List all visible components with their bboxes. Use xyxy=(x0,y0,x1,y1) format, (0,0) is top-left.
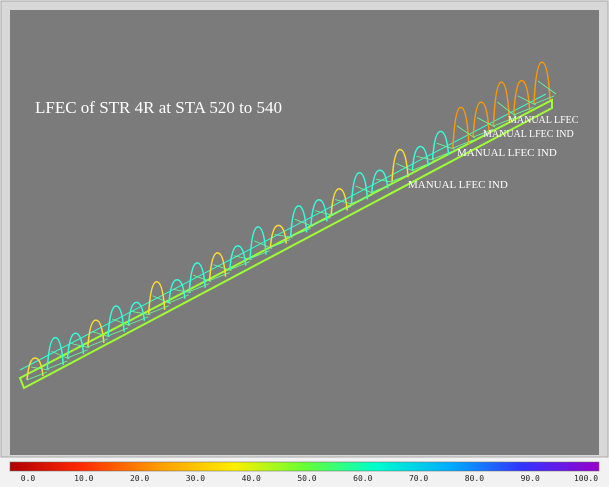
window: LFEC of STR 4R at STA 520 to 540 MANUAL … xyxy=(0,0,609,487)
colorbar-label: 70.0 xyxy=(409,474,428,483)
viewport xyxy=(10,10,599,455)
colorbar-label: 60.0 xyxy=(353,474,372,483)
colorbar-label: 30.0 xyxy=(186,474,205,483)
colorbar-label: 50.0 xyxy=(297,474,316,483)
colorbar-label: 10.0 xyxy=(74,474,93,483)
colorbar xyxy=(10,462,599,471)
colorbar-label: 40.0 xyxy=(242,474,261,483)
colorbar-label: 80.0 xyxy=(465,474,484,483)
annotation: MANUAL LFEC IND xyxy=(408,179,508,191)
annotation: MANUAL LFEC xyxy=(508,115,579,126)
annotation: MANUAL LFEC IND xyxy=(483,129,574,140)
annotation: MANUAL LFEC IND xyxy=(457,147,557,159)
colorbar-labels: 0.0 10.0 20.0 30.0 40.0 50.0 60.0 70.0 80.0 90.0 1… xyxy=(21,474,598,483)
viewport-title: LFEC of STR 4R at STA 520 to 540 xyxy=(35,98,282,117)
colorbar-label: 0.0 xyxy=(21,474,36,483)
colorbar-label: 90.0 xyxy=(521,474,540,483)
colorbar-label: 100.0 xyxy=(574,474,598,483)
colorbar-label: 20.0 xyxy=(130,474,149,483)
page: {"viewport": {"title": "LFEC of STR 4R a… xyxy=(0,0,609,487)
